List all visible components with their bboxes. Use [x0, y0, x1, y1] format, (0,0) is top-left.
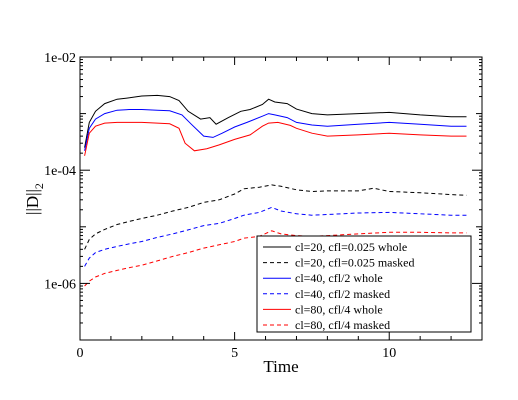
series-line-3 — [84, 206, 467, 267]
y-axis-label-sub: 2 — [32, 183, 46, 189]
legend-label-5: cl=80, cfl/4 masked — [295, 318, 390, 332]
x-axis-label: Time — [263, 357, 298, 376]
series-line-4 — [84, 121, 467, 156]
x-tick-label: 0 — [77, 346, 84, 361]
legend-label-0: cl=20, cfl=0.025 whole — [295, 240, 407, 254]
y-axis-label: ||D||2 — [23, 183, 46, 215]
y-axis-label-main: ||D|| — [23, 189, 42, 215]
ticks-layer: 0 5 10 1e-06 1e-04 1e-02 — [44, 51, 483, 361]
x-tick-label: 10 — [382, 346, 396, 361]
series-line-0 — [84, 94, 467, 148]
y-tick-label: 1e-04 — [44, 164, 76, 179]
legend: cl=20, cfl=0.025 whole cl=20, cfl=0.025 m… — [256, 235, 472, 333]
x-tick-label: 5 — [231, 346, 238, 361]
series-line-1 — [84, 184, 467, 250]
legend-label-4: cl=80, cfl/4 whole — [295, 302, 383, 316]
series-layer — [84, 94, 467, 287]
legend-label-1: cl=20, cfl=0.025 masked — [295, 256, 415, 270]
legend-box — [256, 235, 472, 333]
y-tick-label: 1e-02 — [44, 51, 76, 66]
series-line-2 — [84, 109, 467, 151]
legend-label-2: cl=40, cfl/2 whole — [295, 271, 383, 285]
plot-frame — [79, 56, 483, 341]
legend-label-3: cl=40, cfl/2 masked — [295, 287, 390, 301]
y-tick-label: 1e-06 — [44, 277, 76, 292]
series-line-5 — [84, 230, 467, 287]
